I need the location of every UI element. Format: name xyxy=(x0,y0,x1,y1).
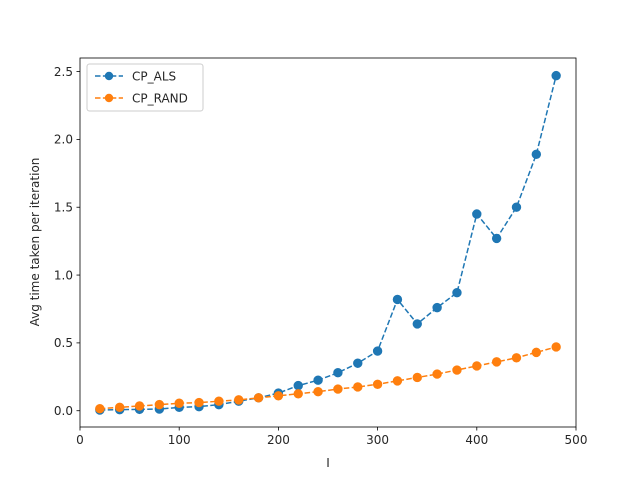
data-point xyxy=(353,382,363,392)
data-point xyxy=(551,342,561,352)
data-point xyxy=(214,396,224,406)
data-point xyxy=(432,302,442,313)
y-tick-label: 0.0 xyxy=(54,404,73,418)
y-tick-label: 1.5 xyxy=(54,201,73,215)
data-point xyxy=(313,375,323,385)
data-point xyxy=(412,372,422,383)
legend: CP_ALS CP_RAND xyxy=(86,63,204,112)
series-layer xyxy=(95,70,561,415)
data-point xyxy=(114,402,125,413)
legend-label: CP_RAND xyxy=(132,92,188,106)
y-tick-label: 0.5 xyxy=(54,336,73,350)
data-point xyxy=(372,379,383,389)
data-point xyxy=(551,70,561,81)
x-tick-label: 400 xyxy=(465,433,488,447)
x-tick-label: 200 xyxy=(267,433,290,447)
y-axis-title: Avg time taken per iteration xyxy=(28,158,42,327)
data-point xyxy=(432,369,442,379)
data-point xyxy=(531,347,542,358)
data-point xyxy=(313,387,323,397)
x-tick-label: 0 xyxy=(76,433,84,447)
data-point xyxy=(412,319,422,329)
data-point xyxy=(293,389,303,399)
axes-layer: 0 100 200 300 400 500 0.0 0.5 1.0 1.5 2.0 2.5 xyxy=(54,57,588,447)
data-point xyxy=(174,398,184,408)
data-point xyxy=(452,287,462,298)
data-point xyxy=(392,376,403,386)
data-point xyxy=(154,399,165,410)
legend-label: CP_ALS xyxy=(132,70,176,84)
data-point xyxy=(491,233,502,244)
x-tick-label: 500 xyxy=(565,433,588,447)
data-point xyxy=(234,395,244,405)
data-point xyxy=(511,353,522,363)
x-tick-label: 300 xyxy=(366,433,389,447)
data-point xyxy=(194,397,204,408)
data-point xyxy=(392,294,403,305)
data-point xyxy=(273,391,284,401)
data-point xyxy=(372,346,383,356)
data-point xyxy=(472,361,482,371)
legend-marker xyxy=(104,71,114,81)
data-point xyxy=(333,368,343,378)
data-point xyxy=(333,384,343,394)
data-point xyxy=(253,393,264,403)
data-point xyxy=(95,403,105,414)
x-tick-label: 100 xyxy=(168,433,191,447)
data-point xyxy=(491,357,502,367)
data-point xyxy=(452,365,462,375)
data-point xyxy=(531,149,542,160)
legend-marker xyxy=(104,93,114,103)
y-tick-label: 2.0 xyxy=(54,133,73,147)
data-point xyxy=(293,380,303,391)
y-tick-label: 2.5 xyxy=(54,65,73,79)
data-point xyxy=(511,202,522,212)
data-point xyxy=(472,209,482,219)
data-point xyxy=(353,358,363,368)
axes-frame xyxy=(79,57,577,428)
y-tick-label: 1.0 xyxy=(54,268,73,282)
x-axis-title: I xyxy=(326,456,330,470)
data-point xyxy=(134,401,145,411)
